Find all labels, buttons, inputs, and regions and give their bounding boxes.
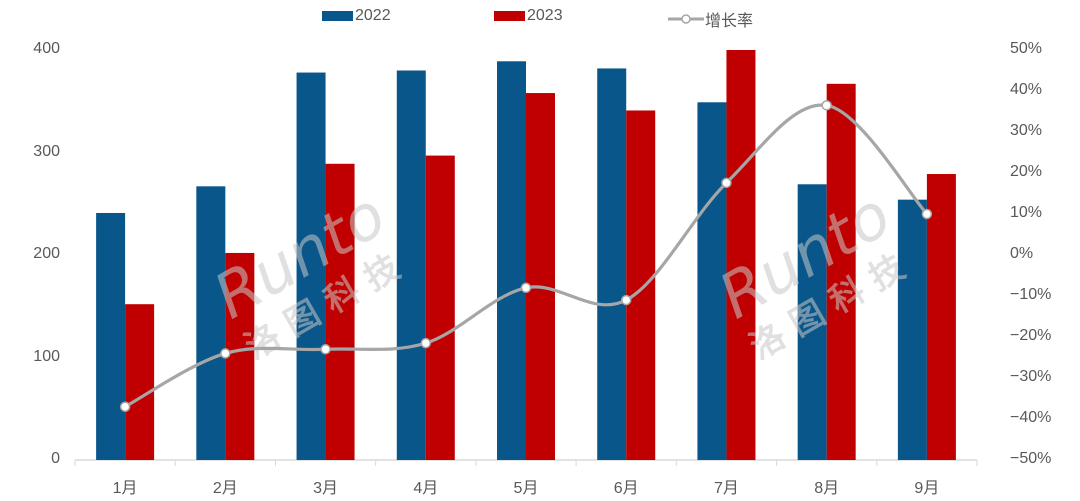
bar-2023-8月 xyxy=(826,83,856,460)
growth-point-2月 xyxy=(220,348,231,359)
growth-point-3月 xyxy=(320,344,331,355)
right-axis-tick-label: 30% xyxy=(1010,122,1043,139)
bar-2022-8月 xyxy=(797,184,827,460)
left-axis-tick-label: 0 xyxy=(51,450,60,467)
growth-rate-line xyxy=(124,103,929,409)
chart-legend: 2022 2023 增长率 xyxy=(0,7,1080,31)
category-label: 5月 xyxy=(513,480,539,497)
legend-item-2022: 2022 xyxy=(322,7,391,25)
right-axis-tick-label: −30% xyxy=(1010,368,1052,385)
category-label: 4月 xyxy=(413,480,439,497)
bar-2022-5月 xyxy=(497,61,526,461)
left-axis-tick-label: 300 xyxy=(33,142,60,160)
category-label: 6月 xyxy=(613,480,639,497)
bar-2023-3月 xyxy=(325,163,355,460)
right-axis-tick-label: −10% xyxy=(1010,286,1052,303)
bar-2023-1月 xyxy=(125,304,155,460)
growth-point-1月 xyxy=(119,401,131,412)
bar-2023-6月 xyxy=(626,110,656,460)
bar-2022-4月 xyxy=(396,70,426,460)
bar-2022-1月 xyxy=(96,212,126,460)
bar-2022-2月 xyxy=(196,186,226,460)
legend-label-growth: 增长率 xyxy=(705,13,754,30)
right-axis-tick-label: 10% xyxy=(1010,204,1043,221)
right-axis-tick-label: −50% xyxy=(1010,450,1052,467)
category-label: 7月 xyxy=(713,480,739,497)
right-axis-tick-label: −20% xyxy=(1010,327,1052,344)
legend-label-2023: 2023 xyxy=(527,7,563,24)
growth-point-4月 xyxy=(420,337,432,349)
growth-point-5月 xyxy=(520,282,532,294)
bar-2023-2月 xyxy=(225,252,255,460)
left-axis-tick-label: 200 xyxy=(33,245,60,262)
line-marker-icon xyxy=(668,14,704,24)
bar-2022-3月 xyxy=(296,72,326,461)
category-label: 2月 xyxy=(212,480,238,497)
right-axis-tick-label: 40% xyxy=(1010,81,1043,98)
category-label: 1月 xyxy=(112,480,138,497)
growth-point-8月 xyxy=(821,100,832,111)
growth-point-9月 xyxy=(921,208,933,220)
bar-2022-7月 xyxy=(697,102,727,461)
bar-2023-5月 xyxy=(526,93,555,461)
left-axis-tick-label: 400 xyxy=(33,40,60,57)
left-axis-tick-label: 100 xyxy=(33,347,60,365)
legend-label-2022: 2022 xyxy=(355,7,391,24)
legend-item-2023: 2023 xyxy=(494,7,563,25)
legend-item-growth: 增长率 xyxy=(667,7,753,31)
category-label: 8月 xyxy=(814,480,840,497)
bar-2023-4月 xyxy=(425,155,455,460)
bar-2022-9月 xyxy=(897,199,927,460)
growth-point-6月 xyxy=(620,294,632,306)
category-label: 3月 xyxy=(313,480,338,497)
legend-swatch-2023 xyxy=(494,11,525,21)
legend-swatch-2022 xyxy=(322,11,353,21)
bar-2023-7月 xyxy=(726,50,756,460)
bar-2023-9月 xyxy=(926,174,956,460)
bar-2022-6月 xyxy=(597,68,627,460)
category-label: 9月 xyxy=(914,480,940,497)
growth-point-7月 xyxy=(721,177,732,189)
right-axis-tick-label: 0% xyxy=(1010,245,1034,262)
right-axis-tick-label: −40% xyxy=(1010,409,1052,426)
right-axis-tick-label: 20% xyxy=(1010,163,1043,180)
right-axis-tick-label: 50% xyxy=(1010,40,1043,57)
